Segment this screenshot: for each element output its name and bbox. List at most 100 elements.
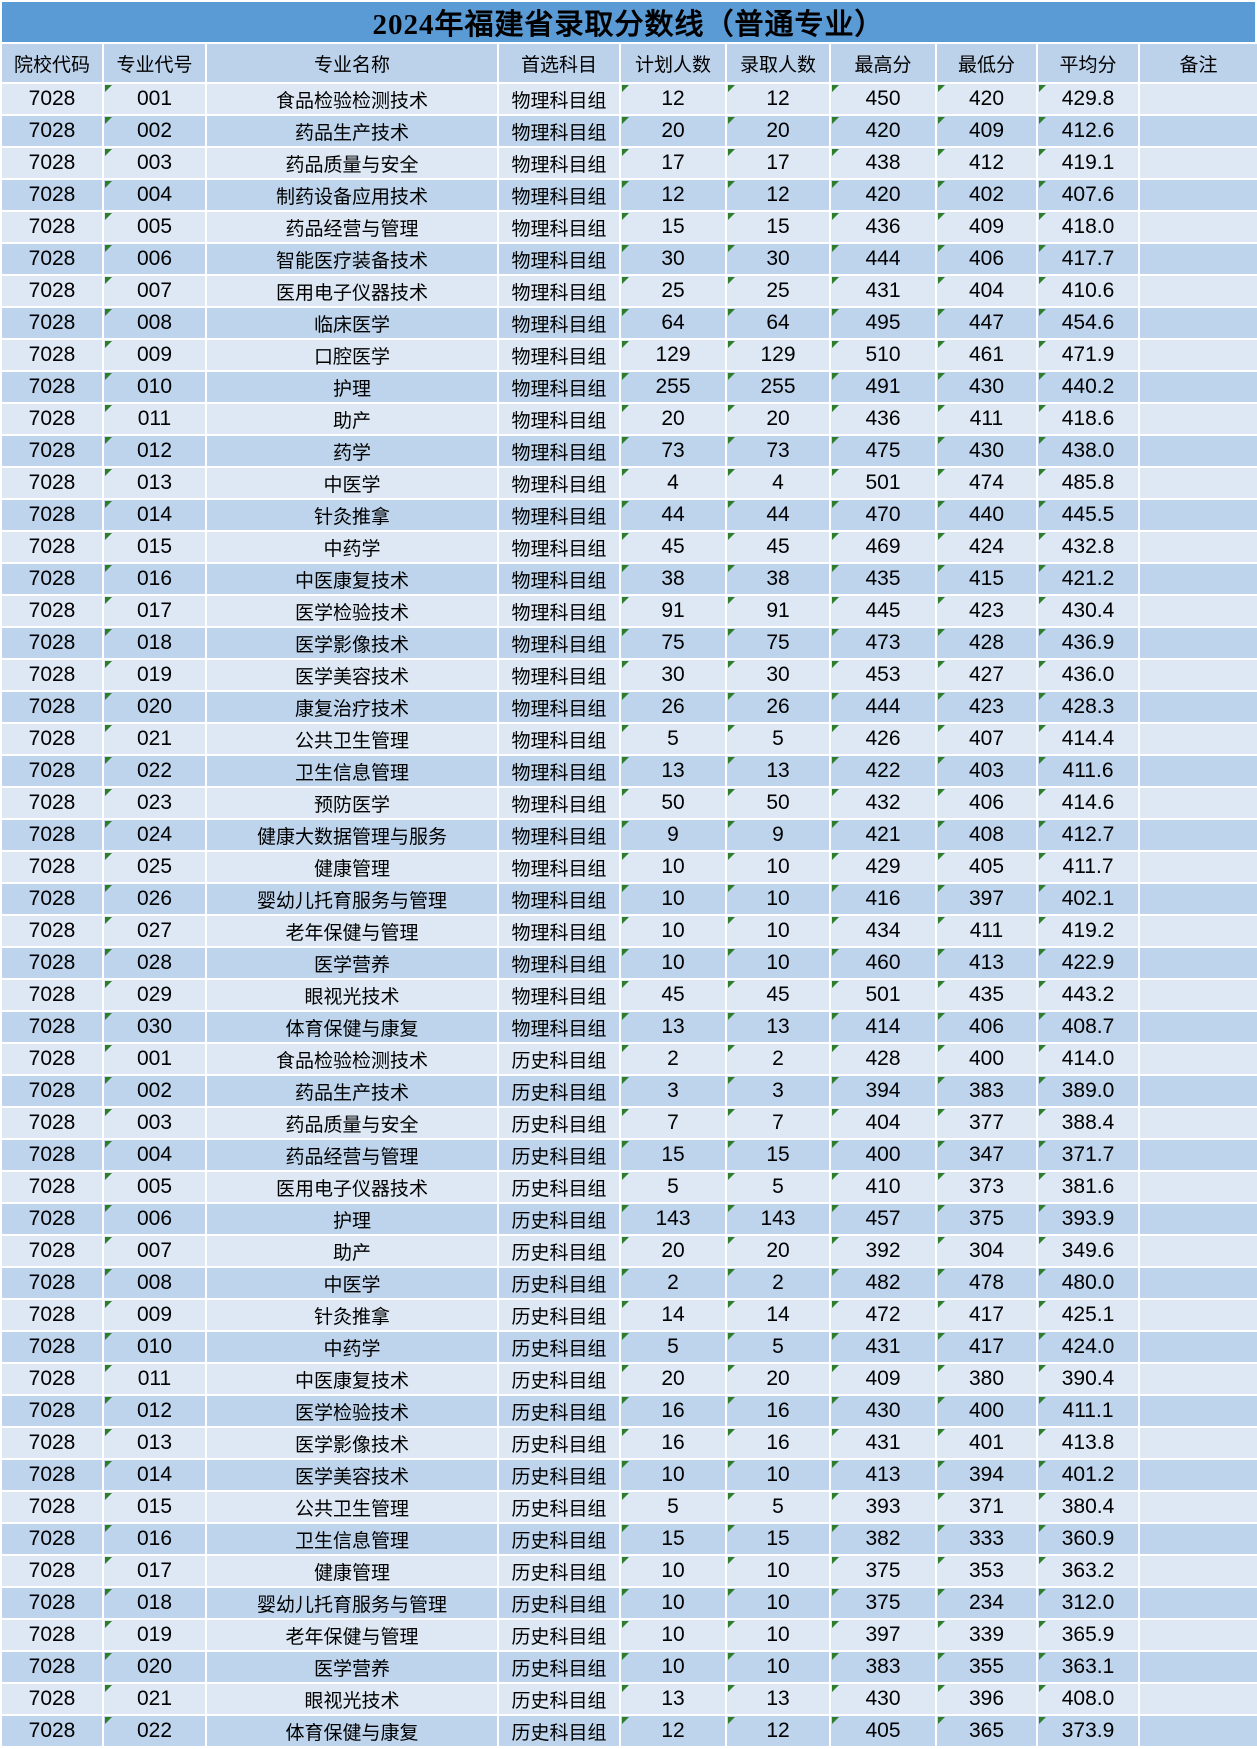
cell-major-name[interactable]: 针灸推拿 [207,1300,497,1330]
cell-avg-score[interactable]: 388.4 [1038,1108,1138,1138]
cell-subject-group[interactable]: 物理科目组 [499,180,619,210]
cell-college-code[interactable]: 7028 [2,1076,102,1106]
cell-subject-group[interactable]: 物理科目组 [499,724,619,754]
cell-avg-score[interactable]: 480.0 [1038,1268,1138,1298]
cell-major-code[interactable]: 005 [104,212,205,242]
cell-avg-score[interactable]: 411.7 [1038,852,1138,882]
cell-max-score[interactable]: 431 [831,1428,935,1458]
cell-college-code[interactable]: 7028 [2,1620,102,1650]
cell-plan-count[interactable]: 17 [621,148,725,178]
cell-avg-score[interactable]: 424.0 [1038,1332,1138,1362]
cell-major-code[interactable]: 010 [104,372,205,402]
cell-admitted-count[interactable]: 44 [727,500,829,530]
cell-college-code[interactable]: 7028 [2,276,102,306]
cell-major-name[interactable]: 助产 [207,404,497,434]
cell-subject-group[interactable]: 物理科目组 [499,1012,619,1042]
cell-college-code[interactable]: 7028 [2,148,102,178]
cell-admitted-count[interactable]: 10 [727,1620,829,1650]
cell-plan-count[interactable]: 13 [621,756,725,786]
cell-admitted-count[interactable]: 10 [727,916,829,946]
cell-min-score[interactable]: 430 [937,436,1036,466]
cell-major-name[interactable]: 医学营养 [207,948,497,978]
cell-avg-score[interactable]: 414.4 [1038,724,1138,754]
cell-major-name[interactable]: 卫生信息管理 [207,1524,497,1554]
cell-min-score[interactable]: 407 [937,724,1036,754]
cell-min-score[interactable]: 401 [937,1428,1036,1458]
cell-college-code[interactable]: 7028 [2,692,102,722]
cell-max-score[interactable]: 428 [831,1044,935,1074]
cell-plan-count[interactable]: 10 [621,948,725,978]
cell-college-code[interactable]: 7028 [2,308,102,338]
cell-major-code[interactable]: 013 [104,468,205,498]
cell-min-score[interactable]: 408 [937,820,1036,850]
cell-admitted-count[interactable]: 255 [727,372,829,402]
cell-major-code[interactable]: 014 [104,500,205,530]
cell-plan-count[interactable]: 10 [621,916,725,946]
cell-subject-group[interactable]: 物理科目组 [499,372,619,402]
cell-college-code[interactable]: 7028 [2,1716,102,1746]
cell-avg-score[interactable]: 436.9 [1038,628,1138,658]
cell-avg-score[interactable]: 419.1 [1038,148,1138,178]
cell-college-code[interactable]: 7028 [2,116,102,146]
cell-remark[interactable] [1140,148,1257,178]
cell-major-name[interactable]: 临床医学 [207,308,497,338]
cell-subject-group[interactable]: 物理科目组 [499,500,619,530]
cell-remark[interactable] [1140,84,1257,114]
cell-subject-group[interactable]: 物理科目组 [499,628,619,658]
cell-major-name[interactable]: 中医康复技术 [207,1364,497,1394]
cell-max-score[interactable]: 404 [831,1108,935,1138]
cell-college-code[interactable]: 7028 [2,1108,102,1138]
cell-major-name[interactable]: 医学影像技术 [207,628,497,658]
cell-remark[interactable] [1140,180,1257,210]
cell-remark[interactable] [1140,244,1257,274]
cell-remark[interactable] [1140,1492,1257,1522]
cell-major-code[interactable]: 005 [104,1172,205,1202]
cell-remark[interactable] [1140,564,1257,594]
cell-college-code[interactable]: 7028 [2,1332,102,1362]
cell-plan-count[interactable]: 5 [621,1492,725,1522]
cell-subject-group[interactable]: 物理科目组 [499,788,619,818]
cell-major-name[interactable]: 医用电子仪器技术 [207,276,497,306]
cell-admitted-count[interactable]: 30 [727,660,829,690]
cell-max-score[interactable]: 460 [831,948,935,978]
cell-avg-score[interactable]: 390.4 [1038,1364,1138,1394]
cell-avg-score[interactable]: 373.9 [1038,1716,1138,1746]
cell-plan-count[interactable]: 16 [621,1428,725,1458]
cell-avg-score[interactable]: 417.7 [1038,244,1138,274]
cell-major-code[interactable]: 012 [104,436,205,466]
cell-remark[interactable] [1140,276,1257,306]
cell-major-name[interactable]: 中药学 [207,1332,497,1362]
cell-plan-count[interactable]: 10 [621,1620,725,1650]
cell-major-code[interactable]: 028 [104,948,205,978]
cell-admitted-count[interactable]: 10 [727,1460,829,1490]
cell-remark[interactable] [1140,980,1257,1010]
cell-remark[interactable] [1140,692,1257,722]
cell-admitted-count[interactable]: 12 [727,180,829,210]
cell-max-score[interactable]: 413 [831,1460,935,1490]
cell-subject-group[interactable]: 历史科目组 [499,1108,619,1138]
cell-admitted-count[interactable]: 25 [727,276,829,306]
header-min-score[interactable]: 最低分 [937,44,1036,82]
cell-subject-group[interactable]: 物理科目组 [499,244,619,274]
cell-plan-count[interactable]: 10 [621,852,725,882]
cell-max-score[interactable]: 414 [831,1012,935,1042]
cell-college-code[interactable]: 7028 [2,1556,102,1586]
cell-min-score[interactable]: 355 [937,1652,1036,1682]
cell-plan-count[interactable]: 50 [621,788,725,818]
cell-major-code[interactable]: 018 [104,628,205,658]
cell-major-name[interactable]: 药品质量与安全 [207,1108,497,1138]
cell-max-score[interactable]: 432 [831,788,935,818]
cell-remark[interactable] [1140,340,1257,370]
cell-max-score[interactable]: 491 [831,372,935,402]
cell-major-name[interactable]: 药品经营与管理 [207,1140,497,1170]
header-major-code[interactable]: 专业代号 [104,44,205,82]
cell-max-score[interactable]: 393 [831,1492,935,1522]
cell-remark[interactable] [1140,1076,1257,1106]
cell-college-code[interactable]: 7028 [2,564,102,594]
cell-plan-count[interactable]: 10 [621,1556,725,1586]
cell-subject-group[interactable]: 物理科目组 [499,148,619,178]
cell-subject-group[interactable]: 物理科目组 [499,980,619,1010]
cell-subject-group[interactable]: 历史科目组 [499,1076,619,1106]
cell-max-score[interactable]: 444 [831,692,935,722]
cell-major-name[interactable]: 医学检验技术 [207,1396,497,1426]
